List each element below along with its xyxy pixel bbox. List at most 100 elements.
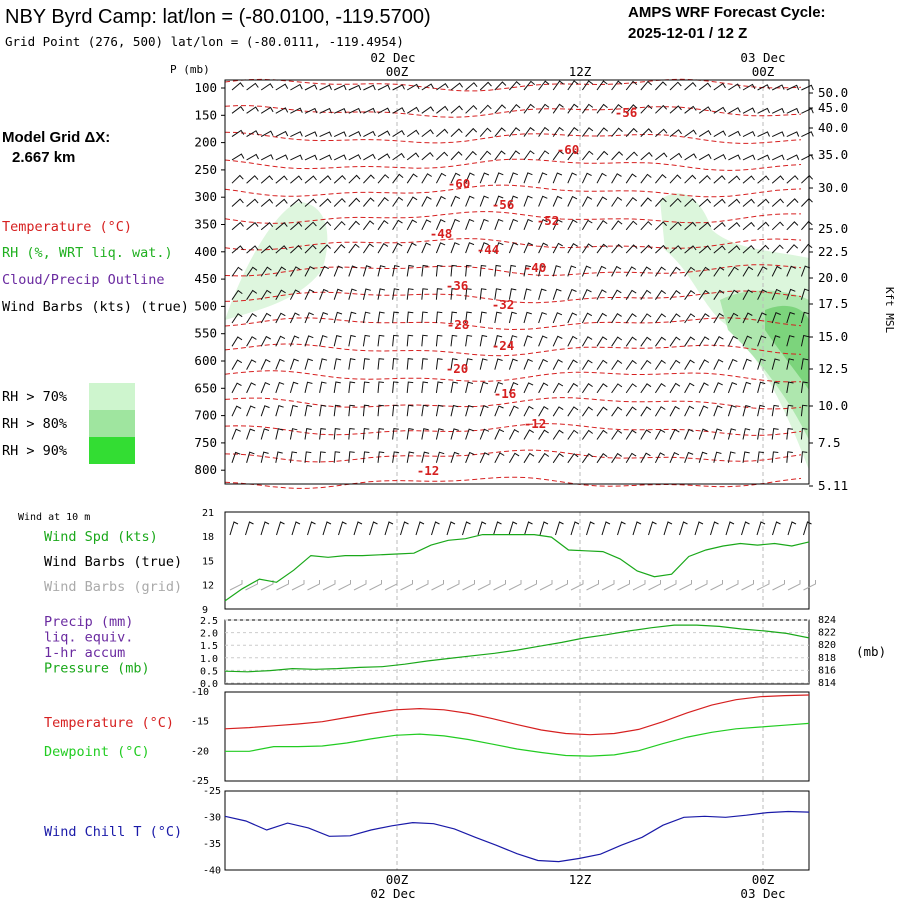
wind-barb — [275, 428, 284, 440]
wind-barb — [260, 382, 271, 394]
wind-barb — [406, 264, 414, 277]
wind-barb — [567, 80, 579, 91]
wind-barb — [669, 105, 682, 114]
wind-barb — [698, 336, 710, 347]
wind-barb — [552, 406, 564, 417]
wind-barb — [508, 382, 519, 394]
wind-barb — [435, 264, 443, 277]
wind-barb — [333, 358, 342, 370]
wind-barb — [494, 242, 504, 254]
wind-barb — [479, 218, 489, 230]
wind-barb — [348, 243, 360, 254]
wind-barb — [713, 82, 726, 91]
wind-barb-true — [725, 521, 735, 536]
wind-barb — [392, 334, 399, 347]
wind-barb — [800, 311, 810, 324]
wind-barb — [348, 381, 356, 393]
wind-barb — [581, 382, 593, 394]
wind-barb — [319, 288, 329, 300]
forecast-cycle-value: 2025-12-01 / 12 Z — [628, 25, 747, 42]
rh-key-swatch — [89, 437, 135, 464]
wind-barb — [523, 265, 531, 277]
wind-barb — [611, 452, 622, 464]
wind-barb — [625, 127, 638, 137]
wind-barb — [625, 266, 637, 277]
wind-barb — [333, 288, 343, 300]
wind-barb — [611, 151, 624, 161]
wind-barb-true — [245, 521, 254, 536]
wind-barb — [669, 81, 682, 91]
wind-barb — [465, 358, 473, 370]
wind-barb — [713, 359, 724, 370]
page-title: NBY Byrd Camp: lat/lon = (-80.0100, -119… — [5, 6, 431, 28]
wind-barb — [698, 428, 708, 440]
pressure-tick-label: 200 — [194, 135, 217, 150]
height-tick-label: 10.0 — [818, 398, 848, 413]
wind-barb — [596, 452, 608, 464]
wind-barb — [713, 428, 722, 440]
wind-barb — [800, 427, 808, 440]
wind-barb — [231, 174, 244, 184]
wind-barb — [319, 84, 332, 91]
wind-barb — [275, 175, 288, 184]
wind-barb — [304, 312, 314, 324]
wind-barb — [231, 221, 244, 231]
wind-barb — [246, 266, 258, 277]
wind-barb-true — [446, 521, 456, 536]
wind-barb — [771, 288, 782, 300]
wind-barb — [319, 154, 332, 161]
wind-barb — [713, 266, 725, 277]
wind-barb — [581, 406, 593, 417]
wind-barb — [275, 107, 289, 114]
top-date-label: 03 Dec — [740, 50, 785, 65]
wind-barb — [654, 382, 666, 394]
wind-barb-grid — [648, 580, 661, 591]
wind-barb — [508, 358, 518, 370]
wind-barb — [246, 405, 256, 417]
height-tick-label: 30.0 — [818, 180, 848, 195]
wind-barb — [538, 406, 549, 417]
wind-barb — [698, 198, 711, 207]
wind-barb — [421, 129, 434, 137]
wind-barb-grid — [570, 580, 584, 591]
wind-barb — [508, 218, 519, 230]
wind-barb — [231, 153, 245, 161]
wind-barb — [640, 80, 653, 91]
wind-barb — [786, 358, 795, 370]
wind-barb — [479, 334, 488, 347]
isotherm — [224, 264, 802, 277]
wind-barb-grid — [694, 580, 708, 591]
wind-barb — [377, 219, 389, 231]
rh-key-label: RH > 90% — [2, 443, 67, 459]
wind-barb — [742, 266, 754, 277]
wind-barb — [290, 83, 303, 91]
isotherm — [224, 449, 802, 463]
wind-barb — [786, 154, 800, 161]
wind-barb — [479, 405, 489, 417]
wind-barb — [246, 336, 257, 347]
wind-barb — [757, 107, 770, 114]
pressure-tick-label: 822 — [818, 628, 836, 639]
height-axis-label: Kft MSL — [883, 287, 896, 334]
wind-barb — [742, 221, 755, 231]
wind-barb — [231, 428, 241, 440]
wind-barb — [713, 221, 726, 231]
wind-barb — [450, 105, 463, 114]
wind-barb — [304, 84, 318, 91]
wind-barb — [494, 104, 507, 114]
wind-barb-true — [338, 521, 347, 536]
wind-barb — [757, 266, 768, 277]
wind-barb — [333, 197, 346, 207]
wind-barb — [348, 174, 361, 184]
wind-barb — [727, 405, 737, 417]
wind-barb — [640, 359, 652, 370]
wind-barb — [713, 451, 722, 463]
wind-barb — [742, 154, 756, 161]
wind-barb — [640, 244, 653, 254]
wind-barb — [348, 334, 356, 347]
wind-barb — [800, 381, 808, 393]
wind-barb — [421, 404, 429, 417]
wind-barb-grid — [415, 580, 429, 591]
wind-barb — [538, 126, 550, 137]
